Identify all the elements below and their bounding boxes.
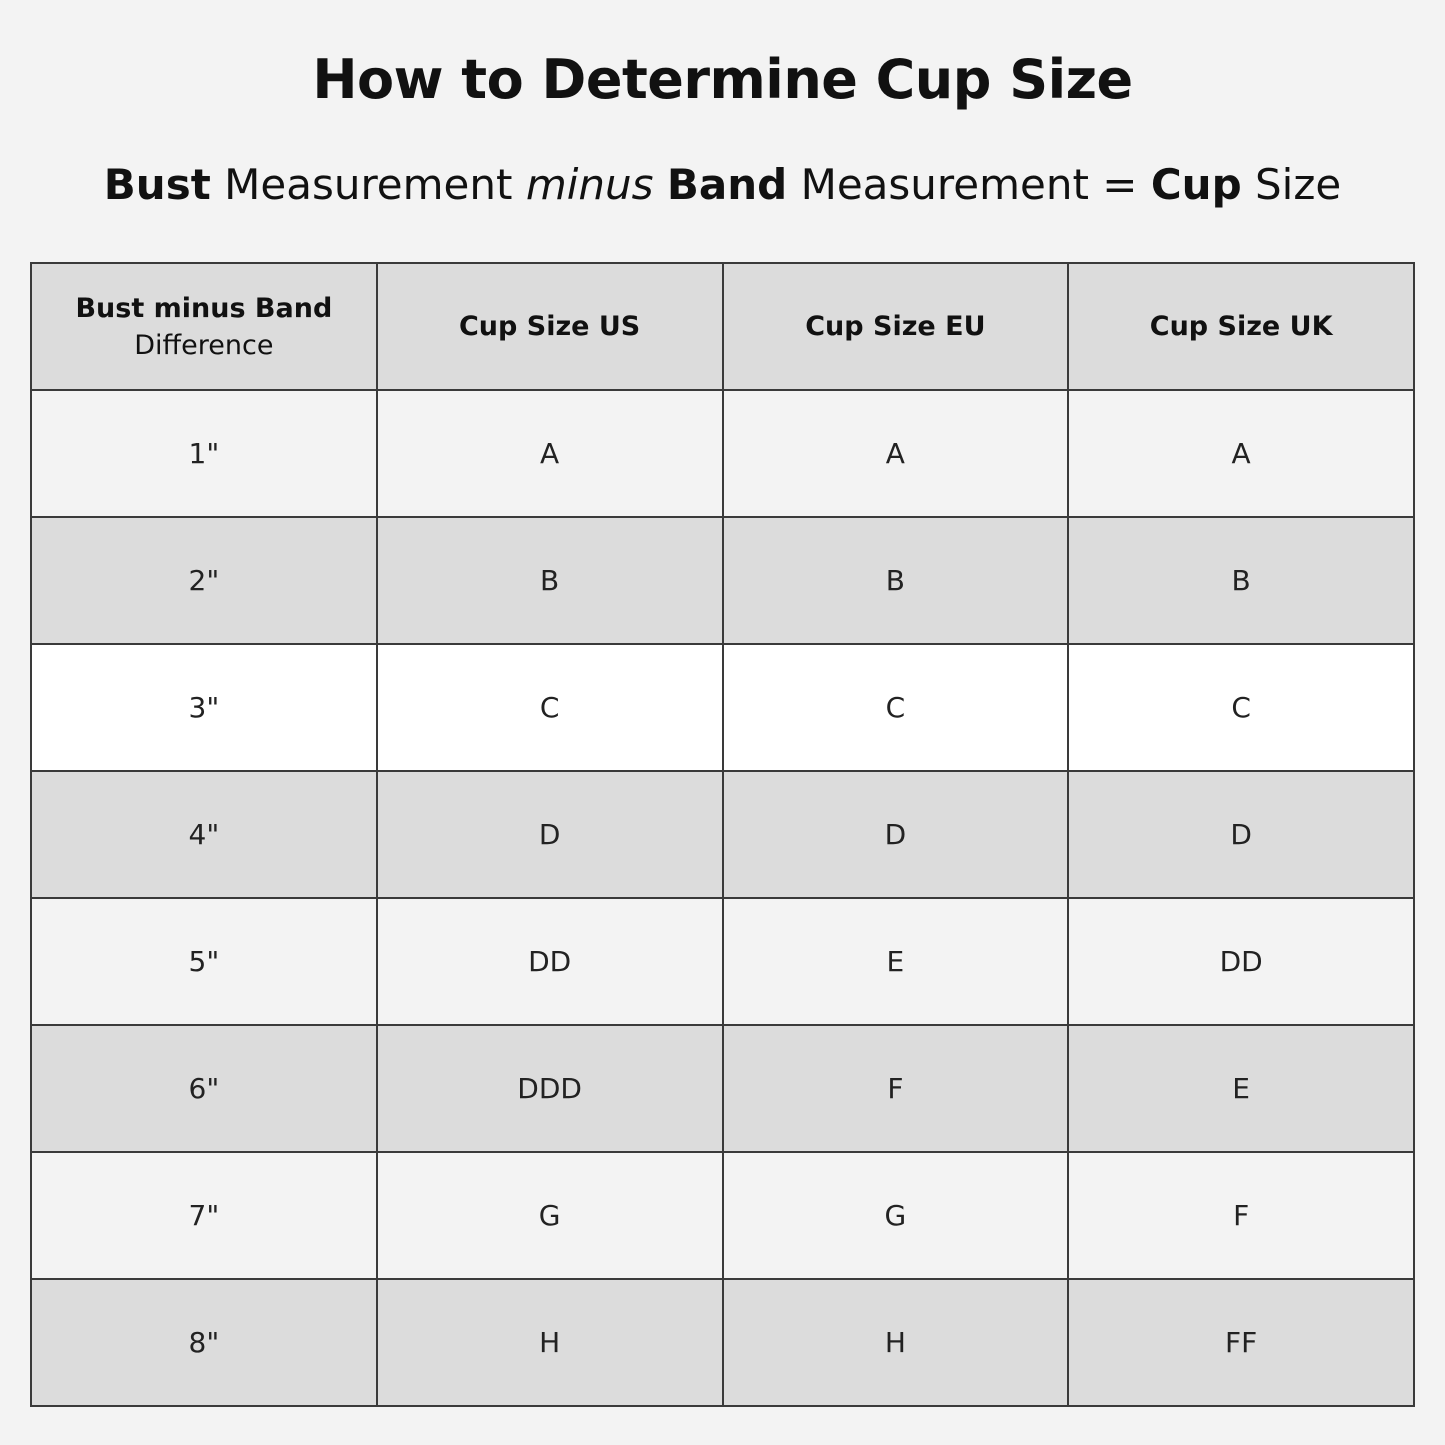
header-difference: Bust minus Band Difference	[30, 262, 378, 391]
us-cell: C	[375, 643, 724, 772]
table-row: 7" G G F	[30, 1151, 1415, 1280]
difference-cell: 2"	[30, 516, 378, 645]
uk-cell: DD	[1067, 897, 1415, 1026]
us-cell: D	[375, 770, 724, 899]
header-sub: Difference	[134, 329, 274, 361]
table-row: 1" A A A	[30, 389, 1415, 518]
eu-cell: G	[721, 1151, 1070, 1280]
uk-cell: FF	[1067, 1278, 1415, 1407]
table-row: 3" C C C	[30, 643, 1415, 772]
difference-cell: 6"	[30, 1024, 378, 1153]
table-row: 6" DDD F E	[30, 1024, 1415, 1153]
table-row: 5" DD E DD	[30, 897, 1415, 1026]
header-eu: Cup Size EU	[721, 262, 1070, 391]
formula-measurement: Measurement	[224, 160, 513, 209]
us-cell: H	[375, 1278, 724, 1407]
uk-cell: A	[1067, 389, 1415, 518]
difference-cell: 7"	[30, 1151, 378, 1280]
us-cell: DD	[375, 897, 724, 1026]
table-row: 4" D D D	[30, 770, 1415, 899]
eu-cell: B	[721, 516, 1070, 645]
difference-cell: 3"	[30, 643, 378, 772]
uk-cell: C	[1067, 643, 1415, 772]
header-main: Bust minus Band	[75, 292, 333, 324]
formula-size: Size	[1255, 160, 1342, 209]
header-us: Cup Size US	[375, 262, 724, 391]
eu-cell: E	[721, 897, 1070, 1026]
uk-cell: D	[1067, 770, 1415, 899]
eu-cell: F	[721, 1024, 1070, 1153]
uk-cell: F	[1067, 1151, 1415, 1280]
eu-cell: H	[721, 1278, 1070, 1407]
page-title: How to Determine Cup Size	[312, 48, 1133, 111]
header-row: Bust minus Band Difference Cup Size US C…	[30, 262, 1415, 391]
eu-cell: C	[721, 643, 1070, 772]
difference-cell: 5"	[30, 897, 378, 1026]
formula-measurement-equals: Measurement =	[800, 160, 1138, 209]
formula-band: Band	[666, 160, 788, 209]
eu-cell: A	[721, 389, 1070, 518]
formula-subtitle: Bust Measurement minus Band Measurement …	[0, 160, 1445, 209]
cup-size-table: Bust minus Band Difference Cup Size US C…	[30, 262, 1415, 1407]
uk-cell: E	[1067, 1024, 1415, 1153]
us-cell: G	[375, 1151, 724, 1280]
us-cell: A	[375, 389, 724, 518]
uk-cell: B	[1067, 516, 1415, 645]
formula-minus: minus	[525, 160, 654, 209]
formula-bust: Bust	[103, 160, 211, 209]
table-row: 8" H H FF	[30, 1278, 1415, 1407]
eu-cell: D	[721, 770, 1070, 899]
difference-cell: 8"	[30, 1278, 378, 1407]
formula-cup: Cup	[1150, 160, 1242, 209]
us-cell: DDD	[375, 1024, 724, 1153]
difference-cell: 4"	[30, 770, 378, 899]
table-row: 2" B B B	[30, 516, 1415, 645]
us-cell: B	[375, 516, 724, 645]
header-uk: Cup Size UK	[1067, 262, 1415, 391]
difference-cell: 1"	[30, 389, 378, 518]
